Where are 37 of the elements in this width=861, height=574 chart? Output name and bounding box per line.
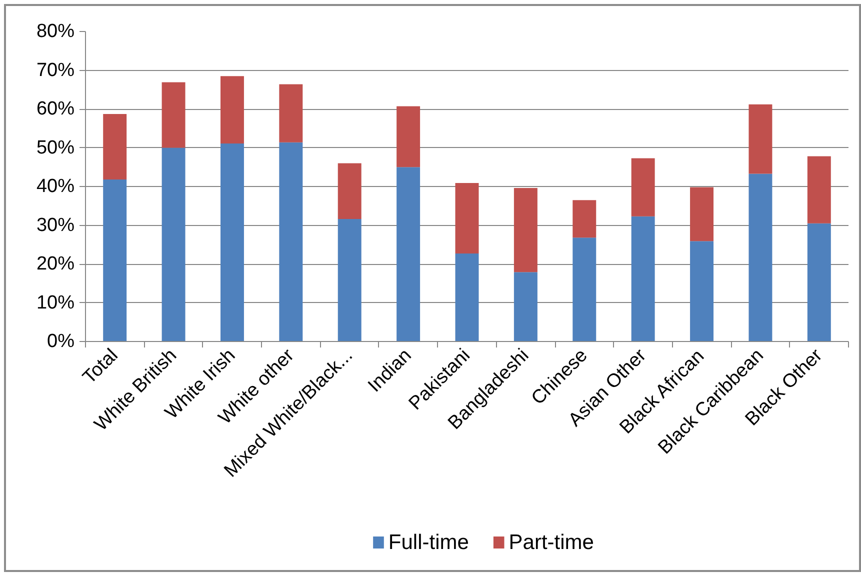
bar — [572, 238, 596, 342]
bar — [807, 223, 831, 342]
bar — [748, 104, 772, 174]
bar — [279, 142, 303, 342]
bar — [220, 143, 244, 342]
bar — [279, 84, 303, 142]
bar — [396, 106, 420, 168]
bar — [514, 188, 538, 272]
bar — [748, 174, 772, 342]
bar — [396, 167, 420, 342]
bar — [162, 82, 186, 148]
bar — [514, 272, 538, 342]
legend-label: Part-time — [508, 531, 594, 554]
bar — [162, 148, 186, 342]
bar — [220, 76, 244, 144]
legend-label: Full-time — [388, 531, 469, 554]
bar — [807, 156, 831, 224]
y-tick-label: 20% — [36, 254, 75, 274]
bar — [690, 241, 714, 342]
bar — [631, 216, 655, 342]
bar — [572, 200, 596, 238]
bar — [455, 254, 479, 342]
y-tick-label: 10% — [36, 292, 75, 314]
y-tick-label: 70% — [36, 60, 75, 81]
y-tick-label: 30% — [36, 214, 75, 236]
bar — [690, 187, 714, 242]
y-tick-label: 0% — [47, 331, 75, 352]
bar — [338, 219, 362, 342]
y-tick-label: 80% — [36, 21, 75, 42]
bar — [338, 163, 362, 220]
bar — [103, 180, 127, 342]
y-tick-label: 40% — [36, 176, 75, 197]
bar — [455, 183, 479, 254]
bar — [103, 114, 127, 180]
y-tick-label: 50% — [36, 137, 75, 158]
y-tick-label: 60% — [36, 98, 75, 120]
bar — [631, 158, 655, 216]
